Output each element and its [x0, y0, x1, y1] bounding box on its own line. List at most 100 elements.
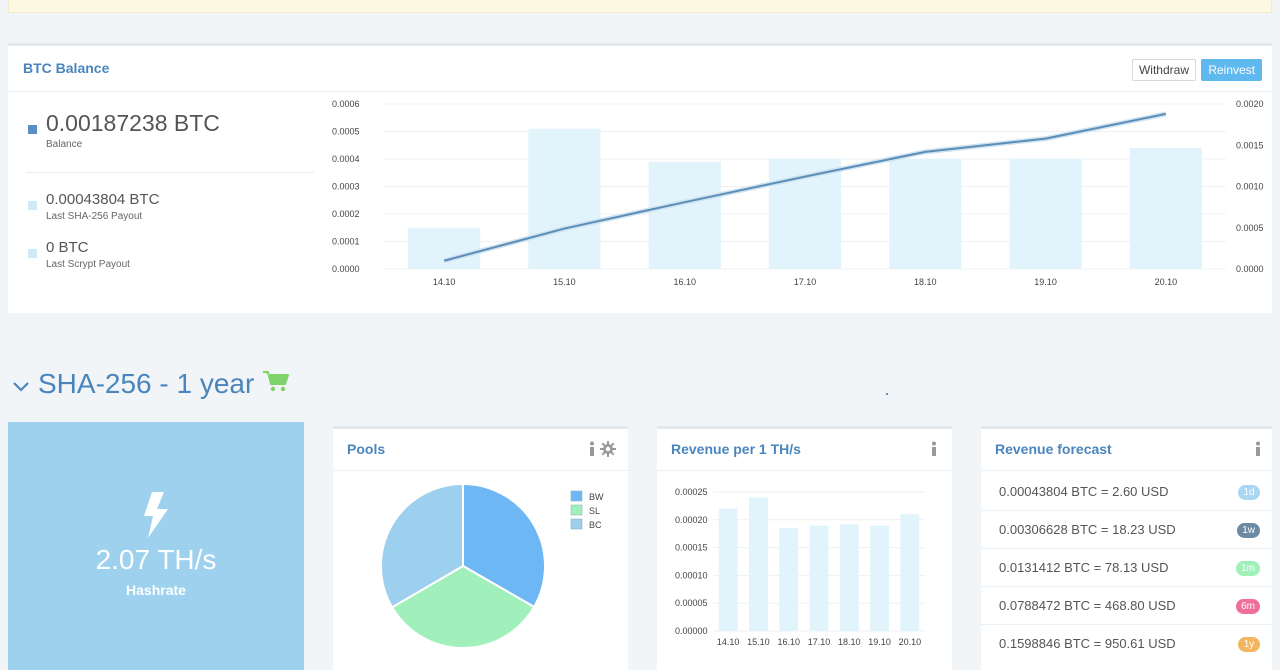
y-tick-label-right: 0.0010	[1236, 182, 1264, 192]
forecast-row: 0.00043804 BTC = 2.60 USD 1d	[981, 474, 1272, 511]
card-header: Pools	[333, 429, 628, 471]
period-badge: 1m	[1236, 561, 1260, 576]
info-icon[interactable]	[588, 441, 596, 457]
x-tick-label: 14.10	[717, 637, 740, 647]
pools-card: Pools BW SL BC	[333, 426, 628, 670]
y-tick-label-left: 0.0001	[332, 237, 360, 247]
reinvest-button[interactable]: Reinvest	[1201, 59, 1262, 81]
btc-balance-panel: BTC Balance Withdraw Reinvest 0.00187238…	[8, 43, 1272, 313]
legend-label: BW	[589, 492, 604, 502]
last-scrypt-value: 0 BTC	[46, 239, 89, 256]
last-scrypt-label: Last Scrypt Payout	[46, 259, 130, 270]
forecast-value: 0.0131412 BTC = 78.13 USD	[999, 560, 1169, 575]
notice-bar	[8, 0, 1272, 13]
x-tick-label: 18.10	[914, 277, 937, 287]
withdraw-button[interactable]: Withdraw	[1131, 59, 1196, 81]
y-tick-label: 0.00000	[675, 626, 708, 636]
forecast-row: 0.0131412 BTC = 78.13 USD 1m	[981, 550, 1272, 587]
bar	[809, 525, 829, 631]
x-tick-label: 18.10	[838, 637, 861, 647]
hashrate-value: 2.07 TH/s	[95, 544, 217, 575]
y-tick-label: 0.00020	[675, 515, 708, 525]
x-tick-label: 14.10	[433, 277, 456, 287]
y-tick-label-left: 0.0000	[332, 264, 360, 274]
balance-legend-marker	[28, 125, 37, 134]
bar	[718, 508, 738, 631]
scrypt-legend-marker	[28, 249, 37, 258]
panel-title: BTC Balance	[23, 60, 110, 76]
y-tick-label: 0.00010	[675, 570, 708, 580]
y-tick-label-right: 0.0000	[1236, 264, 1264, 274]
stray-dot	[886, 393, 888, 395]
y-tick-label-right: 0.0005	[1236, 223, 1264, 233]
x-tick-label: 20.10	[899, 637, 922, 647]
y-tick-label-right: 0.0020	[1236, 99, 1264, 109]
panel-header: BTC Balance Withdraw Reinvest	[8, 46, 1272, 92]
bar	[408, 227, 481, 269]
x-tick-label: 20.10	[1155, 277, 1178, 287]
balance-label: Balance	[46, 139, 83, 150]
bar	[889, 159, 962, 269]
gear-icon[interactable]	[600, 441, 616, 462]
bar	[749, 497, 768, 631]
forecast-row: 0.00306628 BTC = 18.23 USD 1w	[981, 512, 1272, 549]
y-tick-label: 0.00005	[675, 598, 708, 608]
bar	[528, 128, 601, 269]
pie-slice	[462, 482, 546, 609]
balance-line	[443, 112, 1167, 262]
section-title: SHA-256 - 1 year	[38, 368, 255, 399]
forecast-title: Revenue forecast	[995, 441, 1112, 457]
bar	[870, 525, 889, 631]
legend-swatch	[570, 504, 583, 516]
x-tick-label: 15.10	[747, 637, 770, 647]
period-badge: 6m	[1236, 599, 1260, 614]
x-tick-label: 17.10	[808, 637, 831, 647]
pools-title: Pools	[347, 441, 386, 457]
period-badge: 1w	[1237, 523, 1260, 538]
section-heading: SHA-256 - 1 year	[12, 364, 290, 404]
revenue-card: Revenue per 1 TH/s 0.00000 0.00005 0.00010…	[657, 426, 952, 670]
sha256-legend-marker	[28, 201, 37, 210]
balance-chart: 0.0000 0.0001 0.0002 0.0003 0.0004 0.0005 0.00…	[332, 99, 1264, 287]
y-tick-label-left: 0.0003	[332, 182, 360, 192]
hashrate-label: Hashrate	[126, 582, 186, 598]
chevron-down-icon[interactable]	[12, 368, 30, 400]
card-header: Revenue forecast	[981, 429, 1272, 471]
y-tick-label-left: 0.0002	[332, 209, 360, 219]
y-tick-label-left: 0.0006	[332, 99, 360, 109]
period-badge: 1y	[1238, 637, 1260, 652]
x-tick-label: 15.10	[553, 277, 576, 287]
card-header: Revenue per 1 TH/s	[657, 429, 952, 471]
bar	[1009, 159, 1082, 269]
legend-label: SL	[589, 506, 600, 516]
last-sha256-label: Last SHA-256 Payout	[46, 211, 143, 222]
forecast-value: 0.1598846 BTC = 950.61 USD	[999, 636, 1176, 651]
forecast-row: 0.0788472 BTC = 468.80 USD 6m	[981, 588, 1272, 625]
legend-label: BC	[589, 520, 602, 530]
balance-value: 0.00187238 BTC	[46, 110, 220, 136]
x-tick-label: 16.10	[673, 277, 696, 287]
x-tick-label: 16.10	[777, 637, 800, 647]
pie-slice	[380, 482, 464, 609]
y-tick-label: 0.00015	[675, 543, 708, 553]
y-tick-label-left: 0.0005	[332, 127, 360, 137]
info-icon[interactable]	[930, 441, 938, 457]
bar	[648, 161, 721, 269]
bar	[1129, 148, 1202, 269]
y-tick-label-left: 0.0004	[332, 154, 360, 164]
forecast-card: Revenue forecast 0.00043804 BTC = 2.60 U…	[981, 426, 1272, 670]
x-tick-label: 19.10	[868, 637, 891, 647]
forecast-row: 0.1598846 BTC = 950.61 USD 1y	[981, 626, 1272, 663]
last-sha256-value: 0.00043804 BTC	[46, 191, 160, 208]
revenue-chart: 0.00000 0.00005 0.00010 0.00015 0.00020 0.000…	[675, 487, 925, 647]
legend-swatch	[570, 490, 583, 502]
pools-pie-chart: BW SL BC	[380, 482, 604, 649]
info-icon[interactable]	[1254, 441, 1262, 457]
hashrate-tile: 2.07 TH/s Hashrate	[8, 422, 304, 670]
x-tick-label: 17.10	[794, 277, 817, 287]
lightning-icon	[142, 492, 170, 543]
period-badge: 1d	[1238, 485, 1260, 500]
x-tick-label: 19.10	[1034, 277, 1057, 287]
bar	[779, 528, 799, 631]
cart-icon[interactable]	[262, 368, 290, 400]
